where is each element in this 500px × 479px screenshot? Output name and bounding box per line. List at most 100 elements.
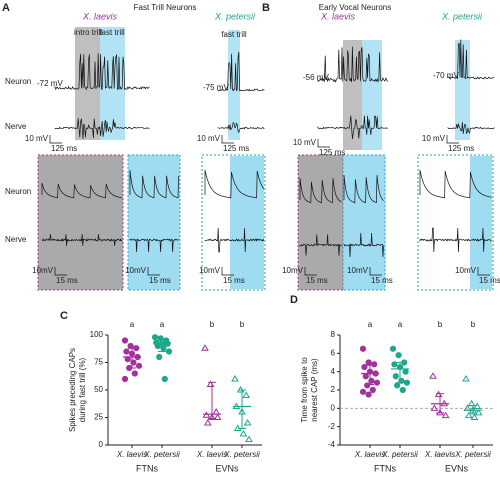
point: [373, 379, 381, 386]
potential: -56 mV: [303, 73, 329, 82]
y-tick-label: 0: [331, 403, 336, 412]
letter: b: [240, 320, 245, 329]
point: [369, 386, 376, 394]
title: Fast Trill Neurons: [134, 3, 197, 12]
scale-bar: [54, 267, 67, 276]
scale-label: 10 mV: [293, 138, 317, 147]
y-tick-label: 25: [94, 413, 103, 422]
letter: a: [398, 320, 403, 329]
point: [464, 411, 473, 419]
point: [474, 408, 483, 416]
trace: [419, 227, 492, 253]
point: [470, 413, 479, 420]
y-tick-label: -4: [328, 440, 336, 449]
group-label: EVNs: [445, 463, 469, 473]
point: [362, 373, 369, 380]
scale-bar: [477, 267, 490, 276]
trace: [217, 122, 265, 134]
species: X. petersii: [214, 11, 256, 21]
y-tick-label: 8: [331, 330, 336, 339]
trace: [41, 234, 123, 246]
scale-bar: [147, 267, 160, 276]
point: [121, 375, 129, 383]
point: [203, 419, 212, 426]
zoom-box: [470, 156, 492, 289]
panel-label: A: [2, 2, 10, 14]
trace: [204, 227, 265, 253]
row-label: Nerve: [5, 235, 27, 244]
y-axis-label: Spikes preceding CAPs: [68, 348, 77, 432]
zoom-box: [342, 154, 386, 291]
scale-label: 125 ms: [51, 144, 77, 153]
scale-label: 125 ms: [448, 144, 474, 153]
point: [364, 382, 371, 389]
x-tick-label: X. laevis: [196, 450, 227, 459]
x-tick-label: X. laevis: [354, 450, 385, 459]
species: X. petersii: [441, 11, 483, 21]
x-tick-label: X. laevis: [424, 450, 455, 459]
x-tick-label: X. petersii: [143, 450, 180, 459]
y-tick-label: 50: [94, 385, 103, 394]
point: [123, 348, 130, 355]
trace: [299, 177, 342, 204]
scale-bar: [369, 267, 382, 276]
trace: [419, 169, 492, 199]
scale-label: 10 mV: [197, 134, 221, 143]
point: [239, 430, 248, 437]
fast-box: [100, 27, 125, 140]
letter: a: [130, 320, 135, 329]
panel-label: B: [262, 2, 270, 14]
y-axis-label: Time from spike to nearest CAP (ms): [300, 357, 319, 423]
scale-label: 125 ms: [319, 148, 345, 157]
y-tick-label: -2: [328, 422, 336, 431]
trace: [204, 169, 265, 199]
point: [135, 362, 143, 369]
zoom-box: [230, 156, 264, 289]
point: [402, 368, 409, 375]
point: [361, 363, 368, 371]
x-tick-label: X. petersii: [381, 450, 418, 459]
point: [389, 345, 397, 352]
scale-label: 10mV: [125, 266, 147, 275]
potential: -75 mV: [203, 83, 229, 92]
point: [394, 382, 401, 389]
point: [156, 353, 163, 361]
point: [208, 413, 216, 420]
scale-label: 15 ms: [223, 276, 245, 285]
traces: [37, 27, 494, 291]
scale-label: 10mV: [282, 266, 304, 275]
x-tick-label: X. petersii: [223, 450, 260, 459]
panel-label: C: [60, 310, 68, 322]
point: [371, 361, 378, 368]
scale-label: 10mV: [347, 266, 369, 275]
group-label: FTNs: [136, 463, 158, 473]
scale-label: 10mV: [199, 266, 221, 275]
point: [154, 342, 161, 350]
phase-label: fast trill: [221, 30, 247, 39]
scale-label: 10 mV: [422, 134, 446, 143]
scale-label: 15 ms: [149, 276, 171, 285]
y-tick-label: 0: [99, 440, 104, 449]
y-tick-label: 6: [331, 348, 336, 357]
scale-label: 15 ms: [371, 276, 393, 285]
trace: [217, 51, 265, 92]
species: X. laevis: [320, 11, 356, 21]
zoom-box: [127, 154, 181, 291]
scale-label: 15 ms: [56, 276, 78, 285]
trace: [41, 182, 122, 199]
trace: [129, 169, 179, 199]
phase-label: intro trill: [74, 28, 102, 37]
point: [164, 340, 171, 347]
row-label: Neuron: [5, 187, 31, 196]
scale-bar: [304, 267, 317, 276]
phase-label: fast trill: [99, 28, 125, 37]
scale-label: 10mV: [32, 266, 54, 275]
y-axis-label: nearest CAP (ms): [310, 358, 319, 422]
scale-label: 15 ms: [306, 276, 328, 285]
point: [430, 404, 439, 411]
letter: b: [438, 320, 443, 329]
trace: [317, 46, 388, 83]
trace: [317, 115, 388, 140]
point: [231, 375, 239, 382]
point: [395, 352, 402, 359]
